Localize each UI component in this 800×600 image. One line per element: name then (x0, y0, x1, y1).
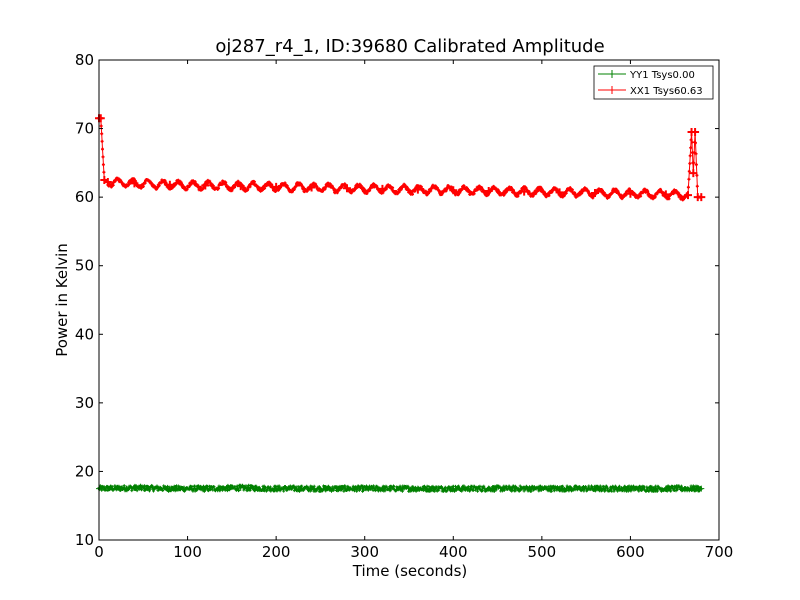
data-point-xx1-1 (96, 114, 105, 123)
data-point-yy1-17 (698, 485, 705, 492)
x-tick-label-4: 400 (439, 543, 468, 561)
y-tick-label-5: 60 (75, 188, 94, 206)
y-tick-label-1: 20 (75, 462, 94, 480)
data-point-yy1-12 (521, 485, 528, 492)
data-point-yy1-6 (308, 485, 315, 492)
series-markers-yy1 (97, 483, 703, 493)
plot-area (95, 114, 706, 494)
data-point-xx1-18 (626, 189, 635, 198)
legend-entry-yy1: YY1 Tsys0.00 (598, 70, 695, 81)
x-tick-label-1: 100 (173, 543, 202, 561)
x-tick-label-6: 600 (616, 543, 645, 561)
y-tick-label-3: 40 (75, 325, 94, 343)
y-tick-label-6: 70 (75, 120, 94, 138)
data-point-xx1-4 (130, 179, 139, 188)
x-tick-label-2: 200 (262, 543, 291, 561)
data-point-xx1-8 (272, 182, 281, 191)
data-point-xx1-15 (520, 187, 529, 196)
x-tick-label-3: 300 (350, 543, 379, 561)
data-point-xx1-16 (555, 188, 564, 197)
data-point-xx1-9 (307, 183, 316, 192)
data-point-xx1-5 (165, 180, 174, 189)
data-point-xx1-10 (343, 184, 351, 193)
data-point-yy1-16 (662, 485, 669, 492)
x-tick-label-0: 0 (94, 543, 104, 561)
data-point-yy1-2 (166, 485, 173, 492)
data-point-yy1-7 (344, 485, 350, 492)
data-point-xx1-14 (484, 186, 493, 195)
data-point-yy1-1 (131, 484, 138, 491)
data-point-yy1-8 (379, 485, 386, 492)
legend-box (593, 65, 714, 100)
data-point-xx1-23 (691, 128, 700, 136)
data-point-xx1-13 (449, 186, 458, 195)
data-point-xx1-3 (103, 178, 112, 187)
data-point-yy1-11 (485, 485, 492, 492)
x-axis: 0 100 200 300 400 500 600 700 (94, 60, 733, 561)
chart-title: oj287_r4_1, ID:39680 Calibrated Amplitud… (215, 36, 604, 57)
x-axis-label: Time (seconds) (352, 562, 468, 580)
data-point-yy1-9 (414, 485, 421, 492)
data-point-yy1-14 (592, 485, 598, 492)
data-point-xx1-7 (236, 182, 245, 191)
x-tick-label-7: 700 (705, 543, 734, 561)
legend: YY1 Tsys0.00 XX1 Tsys60.63 (593, 65, 714, 100)
data-point-yy1-10 (450, 485, 457, 492)
legend-marker-xx1 (608, 86, 616, 94)
data-point-xx1-6 (201, 181, 210, 190)
data-point-yy1-13 (556, 485, 563, 492)
series-markers-xx1 (97, 116, 703, 202)
data-point-xx1-11 (378, 184, 387, 193)
data-point-yy1-5 (273, 485, 280, 492)
data-point-yy1-4 (237, 484, 244, 491)
data-point-xx1-19 (661, 190, 670, 199)
legend-marker-yy1 (608, 70, 616, 78)
data-point-xx1-20 (684, 191, 692, 200)
y-axis-label: Power in Kelvin (53, 243, 71, 357)
x-tick-label-5: 500 (528, 543, 557, 561)
y-tick-label-7: 80 (75, 51, 94, 69)
y-tick-label-0: 10 (75, 531, 94, 549)
data-point-yy1-3 (202, 485, 209, 492)
data-point-xx1-22 (689, 169, 698, 178)
data-point-xx1-25 (697, 193, 706, 202)
y-axis: 10 20 30 40 50 60 70 80 (75, 51, 719, 549)
series-yy1 (96, 483, 705, 494)
data-point-yy1-15 (627, 485, 634, 492)
y-tick-label-2: 30 (75, 394, 94, 412)
data-point-xx1-17 (591, 189, 599, 198)
series-xx1 (95, 114, 706, 202)
legend-label-xx1: XX1 Tsys60.63 (630, 86, 703, 97)
legend-entry-xx1: XX1 Tsys60.63 (598, 86, 703, 97)
legend-label-yy1: YY1 Tsys0.00 (629, 70, 695, 81)
data-point-xx1-12 (413, 185, 422, 194)
y-tick-label-4: 50 (75, 257, 94, 275)
plot-frame (98, 59, 720, 541)
